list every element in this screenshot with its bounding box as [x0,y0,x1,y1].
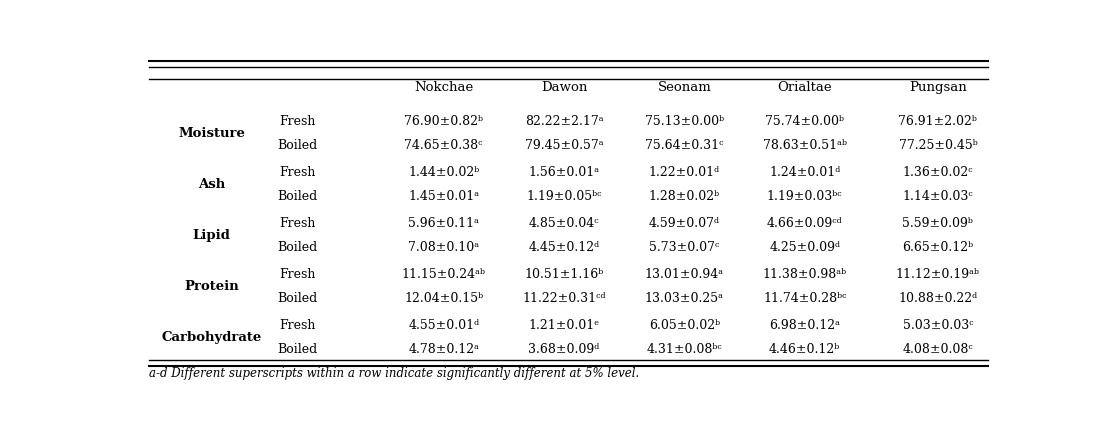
Text: 4.08±0.08ᶜ: 4.08±0.08ᶜ [903,343,974,356]
Text: a-d Different superscripts within a row indicate significantly different at 5% l: a-d Different superscripts within a row … [149,368,639,381]
Text: 5.73±0.07ᶜ: 5.73±0.07ᶜ [649,241,720,254]
Text: 4.85±0.04ᶜ: 4.85±0.04ᶜ [529,217,599,230]
Text: 13.01±0.94ᵃ: 13.01±0.94ᵃ [644,268,724,281]
Text: Orialtae: Orialtae [777,81,832,94]
Text: 1.36±0.02ᶜ: 1.36±0.02ᶜ [903,166,974,179]
Text: 4.46±0.12ᵇ: 4.46±0.12ᵇ [770,343,841,356]
Text: 74.65±0.38ᶜ: 74.65±0.38ᶜ [405,139,484,152]
Text: 11.38±0.98ᵃᵇ: 11.38±0.98ᵃᵇ [763,268,847,281]
Text: Carbohydrate: Carbohydrate [162,331,262,344]
Text: 6.98±0.12ᵃ: 6.98±0.12ᵃ [770,319,841,332]
Text: 11.22±0.31ᶜᵈ: 11.22±0.31ᶜᵈ [522,292,606,305]
Text: 4.55±0.01ᵈ: 4.55±0.01ᵈ [408,319,479,332]
Text: 5.96±0.11ᵃ: 5.96±0.11ᵃ [408,217,479,230]
Text: 7.08±0.10ᵃ: 7.08±0.10ᵃ [408,241,479,254]
Text: 1.14±0.03ᶜ: 1.14±0.03ᶜ [903,190,974,203]
Text: 10.51±1.16ᵇ: 10.51±1.16ᵇ [525,268,603,281]
Text: 4.45±0.12ᵈ: 4.45±0.12ᵈ [529,241,600,254]
Text: Boiled: Boiled [277,139,318,152]
Text: Protein: Protein [184,280,240,293]
Text: Ash: Ash [199,178,225,191]
Text: Boiled: Boiled [277,343,318,356]
Text: 6.65±0.12ᵇ: 6.65±0.12ᵇ [903,241,974,254]
Text: 3.68±0.09ᵈ: 3.68±0.09ᵈ [529,343,600,356]
Text: Boiled: Boiled [277,190,318,203]
Text: 1.21±0.01ᵉ: 1.21±0.01ᵉ [529,319,600,332]
Text: 4.59±0.07ᵈ: 4.59±0.07ᵈ [649,217,720,230]
Text: 1.22±0.01ᵈ: 1.22±0.01ᵈ [649,166,720,179]
Text: 1.28±0.02ᵇ: 1.28±0.02ᵇ [649,190,720,203]
Text: Nokchae: Nokchae [414,81,474,94]
Text: Fresh: Fresh [279,268,316,281]
Text: Fresh: Fresh [279,319,316,332]
Text: 4.25±0.09ᵈ: 4.25±0.09ᵈ [770,241,841,254]
Text: Fresh: Fresh [279,115,316,128]
Text: 77.25±0.45ᵇ: 77.25±0.45ᵇ [898,139,977,152]
Text: 76.90±0.82ᵇ: 76.90±0.82ᵇ [405,115,484,128]
Text: Pungsan: Pungsan [909,81,967,94]
Text: 10.88±0.22ᵈ: 10.88±0.22ᵈ [898,292,977,305]
Text: 5.03±0.03ᶜ: 5.03±0.03ᶜ [903,319,974,332]
Text: Boiled: Boiled [277,241,318,254]
Text: 11.74±0.28ᵇᶜ: 11.74±0.28ᵇᶜ [763,292,846,305]
Text: 12.04±0.15ᵇ: 12.04±0.15ᵇ [404,292,484,305]
Text: 76.91±2.02ᵇ: 76.91±2.02ᵇ [898,115,977,128]
Text: 13.03±0.25ᵃ: 13.03±0.25ᵃ [645,292,724,305]
Text: Dawon: Dawon [541,81,588,94]
Text: Lipid: Lipid [193,229,231,242]
Text: 4.66±0.09ᶜᵈ: 4.66±0.09ᶜᵈ [767,217,843,230]
Text: 11.12±0.19ᵃᵇ: 11.12±0.19ᵃᵇ [896,268,980,281]
Text: 78.63±0.51ᵃᵇ: 78.63±0.51ᵃᵇ [763,139,846,152]
Text: 1.44±0.02ᵇ: 1.44±0.02ᵇ [408,166,479,179]
Text: 1.45±0.01ᵃ: 1.45±0.01ᵃ [408,190,479,203]
Text: Boiled: Boiled [277,292,318,305]
Text: Fresh: Fresh [279,166,316,179]
Text: 4.31±0.08ᵇᶜ: 4.31±0.08ᵇᶜ [647,343,722,356]
Text: 79.45±0.57ᵃ: 79.45±0.57ᵃ [525,139,603,152]
Text: 1.56±0.01ᵃ: 1.56±0.01ᵃ [529,166,600,179]
Text: 1.19±0.05ᵇᶜ: 1.19±0.05ᵇᶜ [527,190,602,203]
Text: 75.13±0.00ᵇ: 75.13±0.00ᵇ [644,115,724,128]
Text: Fresh: Fresh [279,217,316,230]
Text: 5.59±0.09ᵇ: 5.59±0.09ᵇ [903,217,974,230]
Text: 1.24±0.01ᵈ: 1.24±0.01ᵈ [770,166,841,179]
Text: 11.15±0.24ᵃᵇ: 11.15±0.24ᵃᵇ [401,268,486,281]
Text: 75.74±0.00ᵇ: 75.74±0.00ᵇ [765,115,844,128]
Text: 82.22±2.17ᵃ: 82.22±2.17ᵃ [525,115,603,128]
Text: 1.19±0.03ᵇᶜ: 1.19±0.03ᵇᶜ [767,190,843,203]
Text: Seonam: Seonam [658,81,711,94]
Text: 6.05±0.02ᵇ: 6.05±0.02ᵇ [649,319,720,332]
Text: 4.78±0.12ᵃ: 4.78±0.12ᵃ [408,343,479,356]
Text: Moisture: Moisture [179,127,245,140]
Text: 75.64±0.31ᶜ: 75.64±0.31ᶜ [645,139,724,152]
